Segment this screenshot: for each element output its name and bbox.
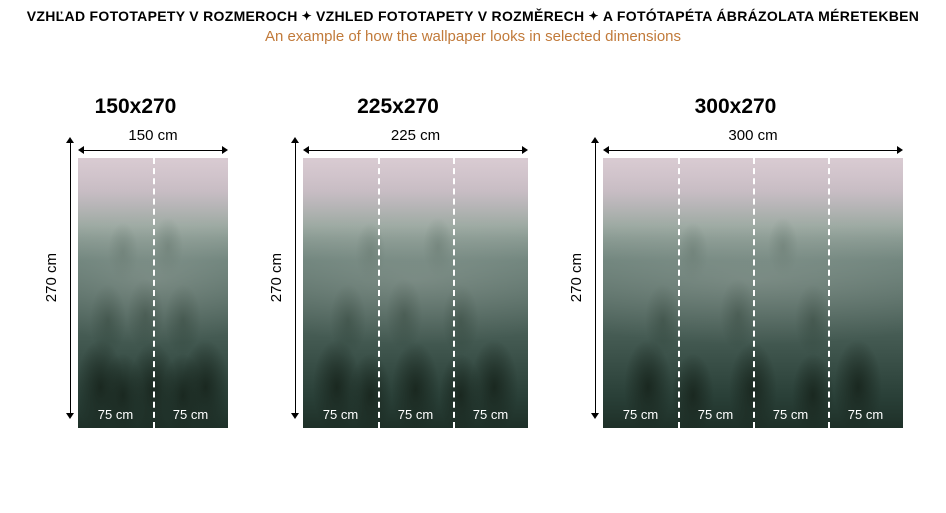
header-text-hu: A FOTÓTAPÉTA ÁBRÁZOLATA MÉRETEKBEN [603, 8, 919, 24]
sparkle-icon: ✦ [588, 9, 598, 23]
height-arrow [66, 137, 74, 419]
size-panel: 225x270270 cm225 cm75 cm75 cm75 cm [268, 95, 528, 428]
strip-divider [453, 158, 455, 428]
strip-width-label: 75 cm [678, 407, 753, 422]
height-arrow [291, 137, 299, 419]
header-subtitle: An example of how the wallpaper looks in… [0, 28, 946, 45]
panel-right: 300 cm75 cm75 cm75 cm75 cm [603, 127, 903, 428]
height-label: 270 cm [268, 253, 285, 302]
width-arrow [78, 146, 228, 154]
panel-body: 270 cm225 cm75 cm75 cm75 cm [268, 127, 528, 428]
panels-container: 150x270270 cm150 cm75 cm75 cm225x270270 … [0, 95, 946, 428]
panel-title: 150x270 [95, 95, 177, 119]
strip-divider [828, 158, 830, 428]
panel-right: 225 cm75 cm75 cm75 cm [303, 127, 528, 428]
fog-texture [303, 158, 528, 428]
panel-body: 270 cm 150 cm 75 cm75 cm [43, 127, 228, 428]
panel-body: 270 cm300 cm75 cm75 cm75 cm75 cm [568, 127, 903, 428]
height-label: 270 cm [43, 253, 60, 302]
strip-width-label: 75 cm [828, 407, 903, 422]
panel-title: 300x270 [695, 95, 777, 119]
wallpaper-preview: 75 cm75 cm [78, 158, 228, 428]
strip-width-label: 75 cm [78, 407, 153, 422]
strip-divider [753, 158, 755, 428]
sparkle-icon: ✦ [302, 9, 312, 23]
height-arrow [591, 137, 599, 419]
header-text-cz: VZHLED FOTOTAPETY V ROZMĚRECH [316, 8, 585, 24]
header-multilang: VZHĽAD FOTOTAPETY V ROZMEROCH ✦ VZHLED F… [0, 8, 946, 24]
wallpaper-preview: 75 cm75 cm75 cm [303, 158, 528, 428]
panel-title: 225x270 [357, 95, 439, 119]
strip-width-label: 75 cm [303, 407, 378, 422]
width-label: 300 cm [728, 127, 777, 144]
width-arrow [303, 146, 528, 154]
width-label: 150 cm [128, 127, 177, 144]
strip-divider [678, 158, 680, 428]
strip-width-label: 75 cm [378, 407, 453, 422]
height-label: 270 cm [568, 253, 585, 302]
width-label: 225 cm [391, 127, 440, 144]
strip-width-label: 75 cm [753, 407, 828, 422]
size-panel: 300x270270 cm300 cm75 cm75 cm75 cm75 cm [568, 95, 903, 428]
size-panel: 150x270 270 cm 150 cm 75 cm75 cm [43, 95, 228, 428]
strip-width-label: 75 cm [453, 407, 528, 422]
width-arrow [603, 146, 903, 154]
strip-divider [378, 158, 380, 428]
strip-width-label: 75 cm [603, 407, 678, 422]
panel-right: 150 cm 75 cm75 cm [78, 127, 228, 428]
strip-divider [153, 158, 155, 428]
header-text-sk: VZHĽAD FOTOTAPETY V ROZMEROCH [27, 8, 298, 24]
header: VZHĽAD FOTOTAPETY V ROZMEROCH ✦ VZHLED F… [0, 0, 946, 45]
strip-width-label: 75 cm [153, 407, 228, 422]
wallpaper-preview: 75 cm75 cm75 cm75 cm [603, 158, 903, 428]
